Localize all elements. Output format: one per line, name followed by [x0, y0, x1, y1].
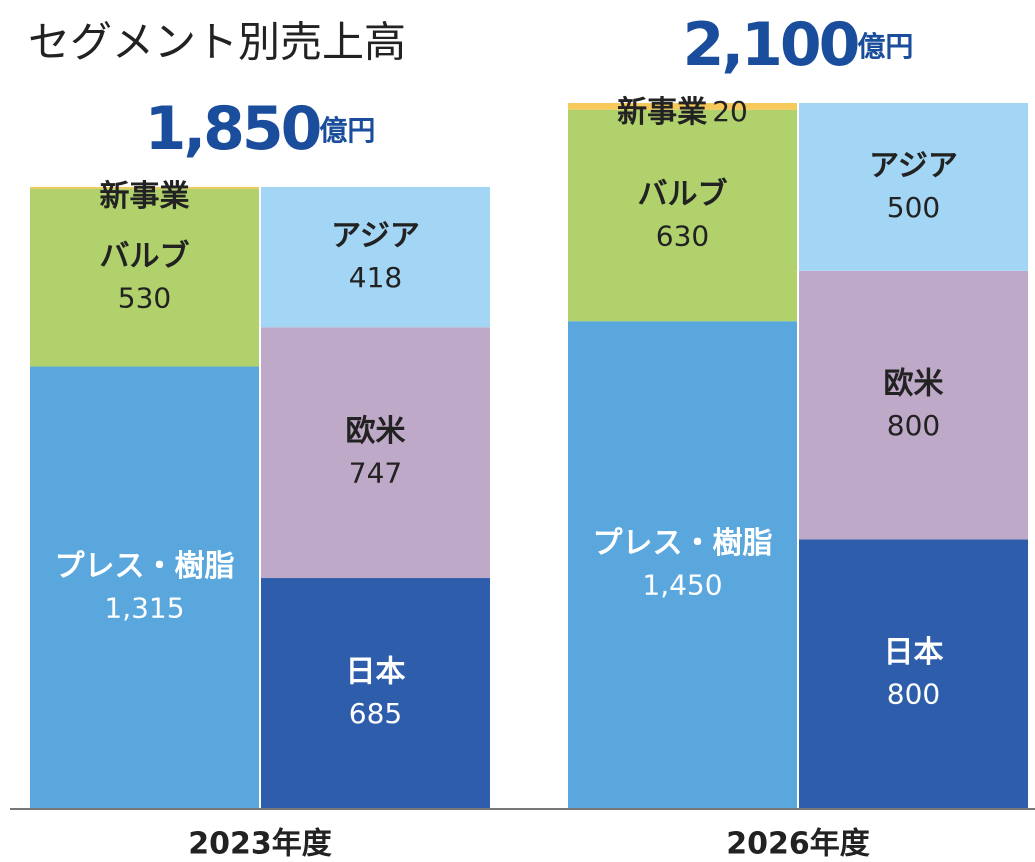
segment-value: 800 — [887, 678, 940, 711]
segment-name: 欧米 — [884, 367, 944, 402]
segment-value: 418 — [349, 261, 402, 294]
bar-segment — [799, 539, 1028, 808]
bar-segment — [568, 321, 797, 808]
segment-value: 685 — [349, 697, 402, 730]
segment-value: 500 — [887, 191, 940, 224]
segment-value: 1,450 — [642, 569, 722, 602]
x-tick-label: 2026年度 — [726, 827, 870, 862]
segment-value: 800 — [887, 409, 940, 442]
total-label: 1,850億円 — [145, 94, 376, 164]
bar-segment — [799, 270, 1028, 540]
bar-segment — [261, 578, 490, 808]
segment-label: 新事業 20 — [617, 95, 748, 130]
segment-value: 630 — [656, 219, 709, 252]
segment-name: 日本 — [884, 635, 944, 670]
segment-name: プレス・樹脂 — [55, 549, 235, 584]
bar-segment — [568, 103, 797, 110]
total-unit: 億円 — [857, 30, 913, 63]
segment-value: 747 — [349, 457, 402, 490]
bar-segment — [30, 186, 259, 189]
chart-title: セグメント別売上高 — [28, 18, 406, 67]
bar-segment — [30, 366, 259, 808]
segment-value: 20 — [712, 95, 748, 128]
x-tick-label: 2023年度 — [188, 827, 332, 862]
bar-segment — [799, 103, 1028, 271]
bar-segment — [261, 186, 490, 328]
bar-segment — [30, 188, 259, 367]
segment-label: 新事業 — [100, 178, 190, 213]
total-label: 2,100億円 — [683, 10, 914, 80]
bar-segment — [261, 327, 490, 579]
segment-name: プレス・樹脂 — [593, 526, 773, 561]
segment-name: 日本 — [346, 655, 406, 690]
segment-name: 新事業 — [617, 95, 707, 130]
segment-value: 530 — [118, 282, 171, 315]
bar-segment — [568, 109, 797, 322]
segment-name: 新事業 — [100, 178, 190, 213]
segment-name: バルブ — [100, 239, 190, 274]
segment-name: アジア — [869, 148, 958, 183]
total-unit: 億円 — [319, 114, 375, 147]
total-value: 2,100 — [683, 10, 858, 80]
total-value: 1,850 — [145, 94, 320, 164]
segment-name: アジア — [331, 219, 420, 254]
segment-value: 1,315 — [104, 591, 184, 624]
segment-name: 欧米 — [346, 414, 406, 449]
segment-name: バルブ — [638, 177, 728, 212]
